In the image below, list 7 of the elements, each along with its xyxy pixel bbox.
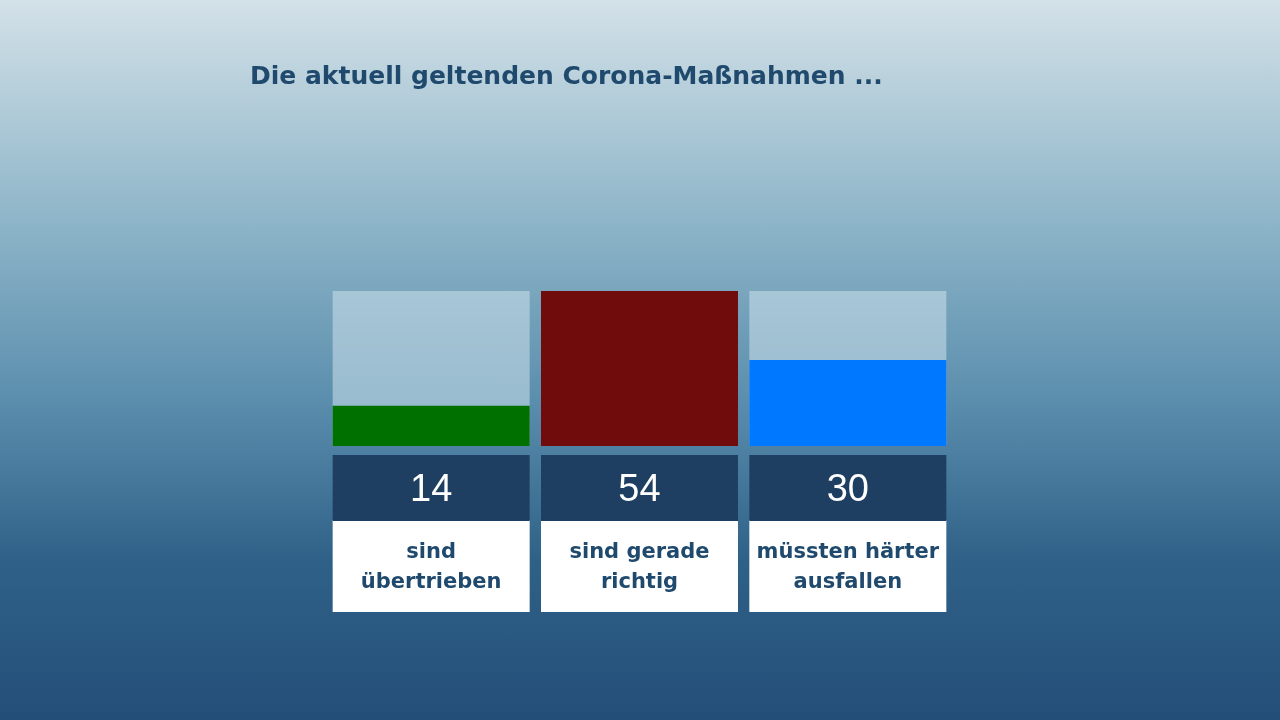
data-label: 30 xyxy=(826,467,869,509)
data-label: 14 xyxy=(410,467,453,509)
data-label: 54 xyxy=(618,467,661,509)
x-tick-label: müssten härter ausfallen xyxy=(756,539,940,593)
chart-title: Die aktuell geltenden Corona-Maßnahmen ... xyxy=(250,61,883,90)
x-tick-label: sind gerade richtig xyxy=(569,539,710,593)
x-tick-label: sind übertrieben xyxy=(360,539,502,593)
